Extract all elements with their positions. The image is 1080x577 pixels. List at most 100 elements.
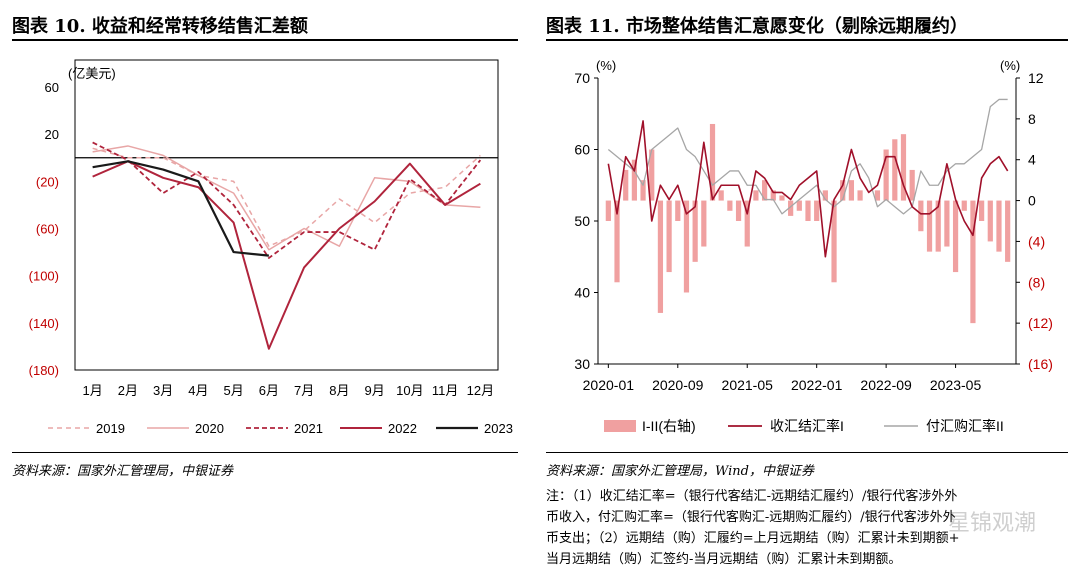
- bar-I-II: [944, 200, 950, 247]
- right-right-tick-label: 12: [1028, 70, 1044, 86]
- bar-I-II: [1005, 200, 1011, 262]
- bar-I-II: [814, 200, 820, 221]
- right-y-label-left: (%): [596, 58, 616, 73]
- bar-I-II: [779, 195, 785, 201]
- legend-label-2023: 2023: [484, 421, 513, 436]
- bar-I-II: [675, 200, 681, 221]
- left-x-tick-label: 8月: [329, 383, 349, 398]
- bar-I-II: [718, 190, 724, 201]
- bar-I-II: [796, 200, 802, 211]
- bar-I-II: [744, 200, 750, 247]
- right-source-rule: [546, 452, 1068, 453]
- legend-label-2021: 2021: [294, 421, 323, 436]
- bar-I-II: [900, 134, 907, 201]
- right-right-tick-label: 8: [1028, 111, 1036, 127]
- bar-I-II: [701, 200, 707, 247]
- bar-I-II: [909, 169, 915, 201]
- bar-I-II: [961, 200, 967, 211]
- note-line: 注：（1）收汇结汇率=（银行代客结汇-远期结汇履约）/银行代客涉外外: [546, 489, 958, 504]
- bar-I-II: [935, 200, 941, 252]
- bar-I-II: [840, 180, 846, 201]
- left-y-tick-label: (180): [29, 363, 59, 378]
- bar-I-II: [952, 200, 959, 273]
- right-left-tick-label: 40: [574, 285, 590, 301]
- series-line-收汇结汇率I: [607, 120, 1009, 258]
- right-right-tick-label: (4): [1028, 233, 1045, 249]
- right-source: 资料来源：国家外汇管理局，Wind，中银证券: [546, 464, 814, 479]
- bar-I-II: [657, 200, 664, 313]
- legend-label-2020: 2020: [195, 421, 224, 436]
- bar-I-II: [683, 200, 690, 293]
- left-y-tick-label: 60: [45, 80, 59, 95]
- right-x-tick-label: 2022-01: [791, 377, 843, 393]
- bar-I-II: [926, 200, 933, 252]
- right-right-tick-label: 4: [1028, 152, 1036, 168]
- left-x-tick-label: 7月: [294, 383, 314, 398]
- bar-I-II: [631, 159, 637, 201]
- bar-I-II: [892, 139, 898, 201]
- bar-I-II: [970, 200, 976, 324]
- watermark-text: 星锦观潮: [948, 510, 1036, 535]
- bar-I-II: [761, 180, 768, 201]
- left-y-tick-label: (140): [29, 316, 59, 331]
- bar-I-II: [848, 180, 855, 201]
- bar-I-II: [753, 190, 759, 201]
- left-x-tick-label: 1月: [83, 383, 103, 398]
- bar-I-II: [883, 149, 889, 201]
- left-y-tick-label: 20: [45, 127, 59, 142]
- right-x-tick-label: 2020-01: [583, 377, 635, 393]
- bar-I-II: [874, 190, 881, 201]
- left-source-rule: [12, 452, 518, 453]
- bar-I-II: [649, 149, 655, 201]
- left-y-tick-label: (20): [36, 174, 59, 189]
- note-line: 当月远期结（购）汇签约-当月远期结（购）汇累计未到期额。: [546, 552, 902, 567]
- bar-I-II: [788, 200, 794, 216]
- left-y-label: (亿美元): [68, 66, 116, 81]
- bar-I-II: [918, 200, 924, 232]
- bar-I-II: [770, 190, 776, 201]
- left-chart-title: 图表 10. 收益和经常转移结售汇差额: [12, 16, 308, 37]
- bar-I-II: [727, 200, 733, 211]
- left-x-tick-label: 10月: [396, 383, 423, 398]
- right-left-tick-label: 70: [574, 70, 590, 86]
- right-left-tick-label: 30: [574, 356, 590, 372]
- right-x-tick-label: 2020-09: [652, 377, 704, 393]
- right-y-label-right: (%): [1000, 58, 1020, 73]
- left-x-tick-label: 9月: [365, 383, 385, 398]
- bar-I-II: [822, 190, 828, 201]
- left-x-tick-label: 12月: [467, 383, 494, 398]
- left-title-rule: [12, 39, 518, 41]
- left-x-tick-label: 2月: [118, 383, 138, 398]
- bar-I-II: [831, 200, 837, 283]
- legend-swatch-bar: [604, 420, 636, 432]
- bar-I-II: [614, 200, 620, 283]
- bar-I-II: [692, 200, 698, 262]
- series-line-付汇购汇率II: [607, 98, 1008, 215]
- bar-I-II: [709, 123, 716, 201]
- left-plot-frame: [74, 59, 499, 371]
- bar-I-II: [979, 200, 985, 221]
- left-x-tick-label: 5月: [224, 383, 244, 398]
- note-line: 币收入，付汇购汇率=（银行代客购汇-远期购汇履约）/银行代客涉外外: [546, 510, 956, 525]
- series-line-2020: [92, 145, 481, 251]
- bar-I-II: [857, 190, 863, 201]
- bar-I-II: [666, 200, 672, 273]
- left-x-tick-label: 4月: [188, 383, 208, 398]
- right-left-tick-label: 50: [574, 213, 590, 229]
- legend-label-bar: I-II(右轴): [642, 418, 696, 434]
- right-right-tick-label: (8): [1028, 274, 1045, 290]
- right-note: 注：（1）收汇结汇率=（银行代客结汇-远期结汇履约）/银行代客涉外外 币收入，付…: [546, 486, 1068, 570]
- bar-I-II: [623, 169, 629, 201]
- left-y-tick-label: (60): [36, 222, 59, 237]
- right-x-tick-label: 2021-05: [722, 377, 774, 393]
- bar-I-II: [987, 200, 993, 242]
- note-line: 币支出；（2）远期结（购）汇履约=上月远期结（购）汇累计未到期额+: [546, 531, 960, 546]
- right-x-tick-label: 2022-09: [860, 377, 912, 393]
- bar-I-II: [640, 180, 646, 201]
- bar-I-II: [996, 200, 1002, 252]
- bar-I-II: [735, 200, 742, 221]
- legend-label-line-II: 付汇购汇率II: [926, 418, 1004, 434]
- left-y-tick-label: (100): [29, 269, 59, 284]
- legend-label-2019: 2019: [96, 421, 125, 436]
- right-chart-title: 图表 11. 市场整体结售汇意愿变化（剔除远期履约）: [546, 16, 968, 37]
